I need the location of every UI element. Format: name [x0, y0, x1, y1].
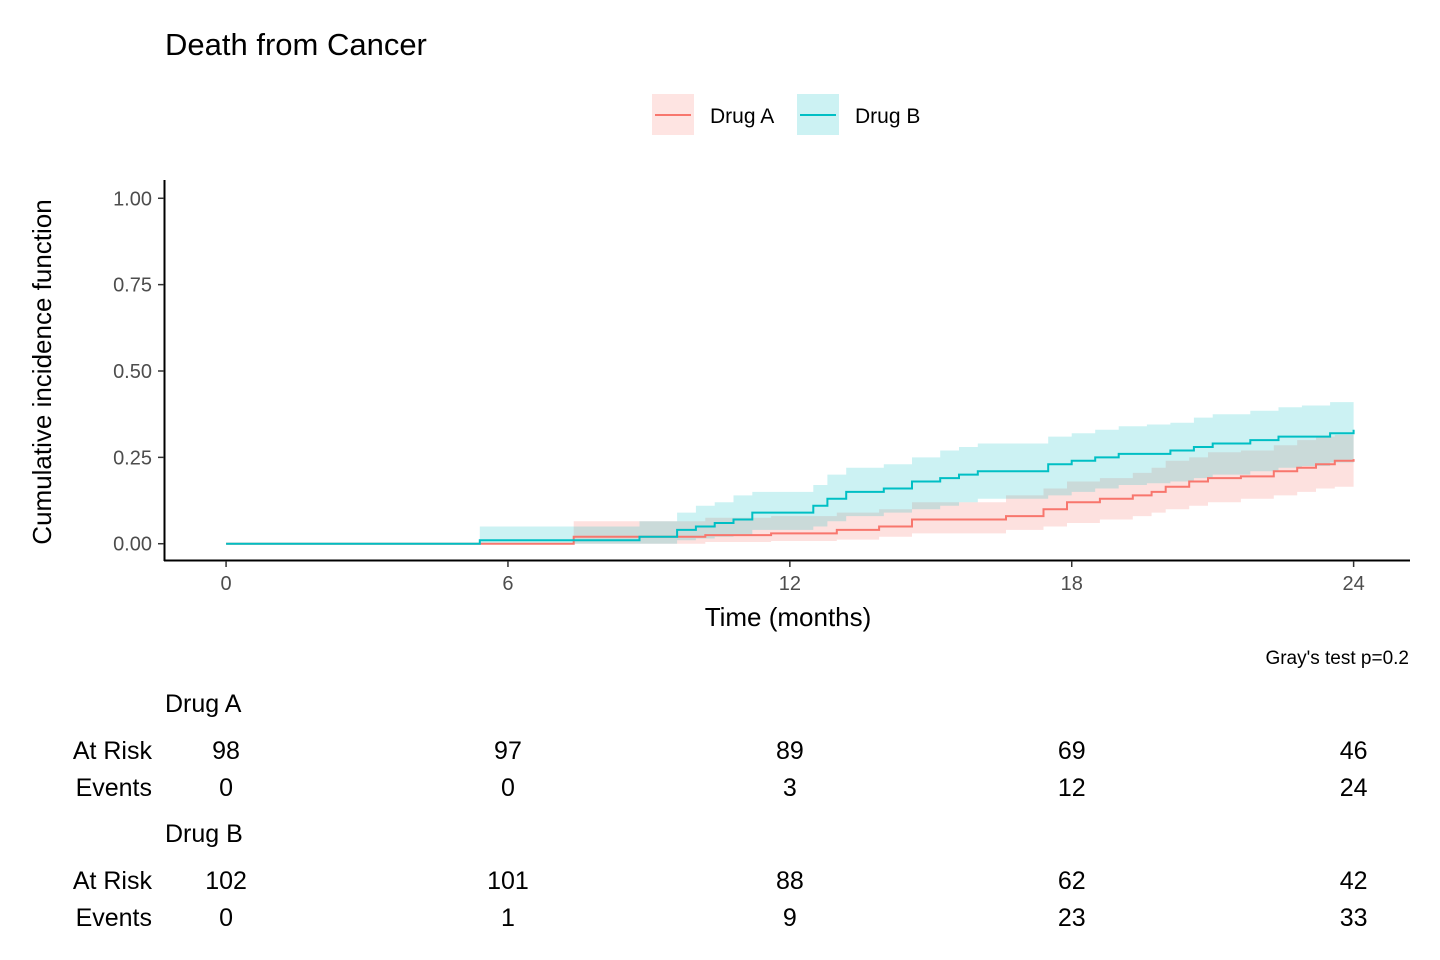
legend-item-drug-a: Drug A [652, 94, 774, 135]
x-tick-label: 0 [221, 573, 232, 595]
risk-cell: 24 [1340, 774, 1368, 802]
y-tick-label: 0.00 [113, 534, 152, 556]
risk-cell: 46 [1340, 737, 1368, 765]
legend: Drug A Drug B [652, 94, 920, 135]
x-tick-label: 6 [502, 573, 513, 595]
risk-row-label: Events [76, 774, 152, 802]
risk-group-drug-b: Drug B At Risk 102 101 88 62 42 Events 0 1 9 23 33 [73, 820, 1368, 932]
risk-cell: 98 [212, 737, 240, 765]
risk-cell: 1 [501, 904, 515, 932]
legend-label: Drug B [855, 105, 920, 128]
risk-cell: 102 [205, 867, 247, 895]
legend-label: Drug A [710, 105, 774, 128]
risk-row-label: At Risk [73, 737, 153, 765]
y-tick-label: 0.25 [113, 447, 152, 469]
risk-cell: 101 [487, 867, 529, 895]
y-axis-ticks: 0.00 0.25 0.50 0.75 1.00 [113, 188, 164, 556]
risk-cell: 69 [1058, 737, 1086, 765]
x-tick-label: 12 [779, 573, 801, 595]
x-tick-label: 18 [1061, 573, 1083, 595]
series-lines [226, 429, 1355, 545]
confidence-bands [226, 398, 1354, 544]
risk-group-title: Drug A [165, 690, 242, 718]
risk-cell: 97 [494, 737, 522, 765]
risk-cell: 88 [776, 867, 804, 895]
x-axis-title: Time (months) [705, 602, 872, 632]
risk-cell: 42 [1340, 867, 1368, 895]
risk-cell: 62 [1058, 867, 1086, 895]
confidence-band-drug-a [226, 431, 1354, 544]
risk-cell: 0 [501, 774, 515, 802]
y-tick-label: 0.75 [113, 275, 152, 297]
risk-group-drug-a: Drug A At Risk 98 97 89 69 46 Events 0 0 3 12 24 [73, 690, 1368, 802]
confidence-band-drug-b [226, 398, 1354, 544]
risk-cell: 0 [219, 904, 233, 932]
risk-row-label: Events [76, 904, 152, 932]
risk-group-title: Drug B [165, 820, 243, 848]
risk-cell: 9 [783, 904, 797, 932]
grays-test-caption: Gray's test p=0.2 [1265, 648, 1409, 669]
risk-row-label: At Risk [73, 867, 153, 895]
risk-cell: 12 [1058, 774, 1086, 802]
risk-cell: 33 [1340, 904, 1368, 932]
risk-cell: 89 [776, 737, 804, 765]
legend-item-drug-b: Drug B [797, 94, 920, 135]
risk-cell: 0 [219, 774, 233, 802]
y-tick-label: 1.00 [113, 188, 152, 210]
chart-title: Death from Cancer [165, 27, 427, 62]
y-axis-title: Cumulative incidence function [27, 199, 57, 544]
series-line-drug-b [226, 429, 1355, 545]
x-axis-ticks: 0 6 12 18 24 [221, 561, 1365, 595]
y-tick-label: 0.50 [113, 361, 152, 383]
series-line-drug-a [226, 459, 1355, 545]
x-tick-label: 24 [1342, 573, 1364, 595]
risk-cell: 23 [1058, 904, 1086, 932]
risk-cell: 3 [783, 774, 797, 802]
